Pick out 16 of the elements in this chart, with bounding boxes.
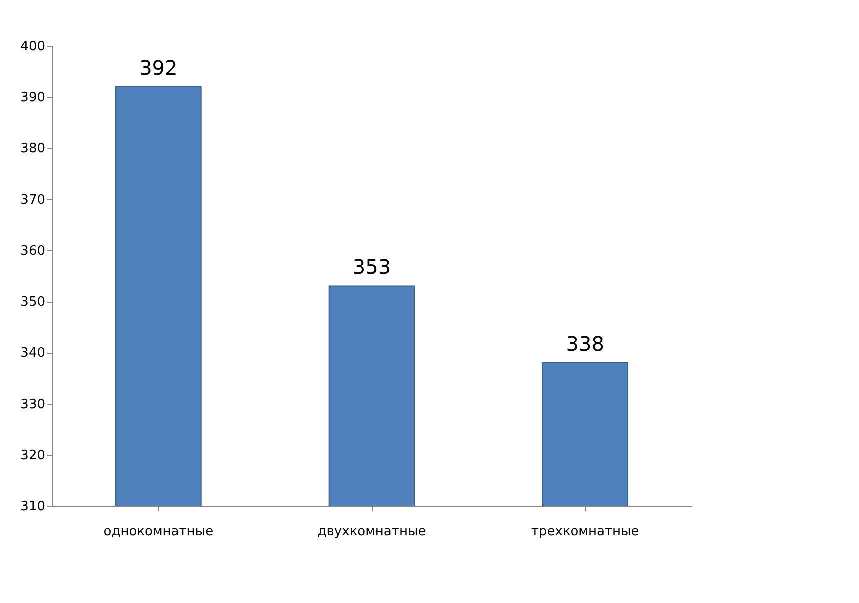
x-tick-label: трехкомнатные bbox=[531, 524, 640, 540]
data-label: 392 bbox=[140, 56, 178, 80]
y-tick-label: 310 bbox=[20, 500, 46, 514]
y-tick-label: 360 bbox=[20, 244, 46, 259]
y-tick-label: 370 bbox=[20, 192, 46, 208]
y-tick-label: 400 bbox=[20, 40, 46, 54]
y-tick-label: 320 bbox=[20, 448, 46, 464]
y-tick-label: 380 bbox=[20, 142, 46, 157]
data-label: 338 bbox=[566, 332, 604, 356]
y-tick-label: 340 bbox=[20, 346, 46, 362]
x-tick-label: двухкомнатные bbox=[318, 524, 426, 540]
y-tick-label: 330 bbox=[20, 397, 46, 412]
y-tick-label: 390 bbox=[20, 90, 46, 106]
x-tick-label: однокомнатные bbox=[104, 524, 214, 540]
data-label: 353 bbox=[352, 255, 392, 280]
y-tick-label: 350 bbox=[20, 295, 46, 310]
